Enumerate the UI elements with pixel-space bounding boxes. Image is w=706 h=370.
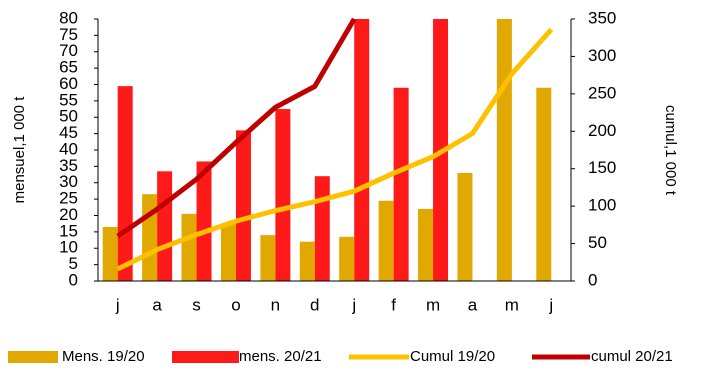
x-tick-label: j	[351, 295, 356, 314]
bar-mens-19-20-8	[418, 208, 434, 281]
y-left-tick-label: 30	[59, 172, 78, 191]
x-tick-label: a	[468, 295, 478, 314]
y-left-tick-label: 20	[59, 205, 78, 224]
bar-mens-19-20-7	[378, 200, 394, 281]
legend: Mens. 19/20 mens. 20/21 Cumul 19/20 cumul 2…	[8, 348, 673, 365]
y-left-tick-label: 55	[59, 90, 78, 109]
y-left-tick-label: 10	[59, 238, 78, 257]
y-left-tick-label: 5	[69, 254, 78, 273]
x-tick-label: j	[548, 295, 553, 314]
bars-layer	[102, 19, 552, 282]
bar-mens-20-21-1	[157, 171, 173, 281]
bar-mens-19-20-3	[220, 223, 236, 281]
bar-mens-19-20-6	[339, 236, 355, 281]
bar-mens-19-20-9	[457, 172, 473, 281]
y-left-tick-label: 0	[69, 270, 78, 289]
x-tick-label: d	[310, 295, 319, 314]
lines-layer	[116, 17, 554, 272]
y-right-axis-title: cumul,1 000 t	[662, 105, 679, 196]
x-tick-label: m	[426, 295, 440, 314]
legend-label-cumul-20-21: cumul 20/21	[591, 348, 673, 365]
y-right-tick-label: 0	[588, 270, 597, 289]
bar-mens-20-21-3	[235, 130, 251, 281]
bar-mens-19-20-10	[496, 19, 512, 281]
y-right-tick-label: 350	[588, 8, 616, 27]
line-cumul-20-21	[116, 17, 357, 239]
y-right-tick-label: 300	[588, 46, 616, 65]
x-tick-label: s	[192, 295, 201, 314]
y-right-tick-label: 150	[588, 158, 616, 177]
y-right-tick-label: 250	[588, 83, 616, 102]
bar-mens-20-21-4	[275, 109, 291, 281]
bar-mens-20-21-7	[393, 87, 409, 282]
x-tick-label: o	[231, 295, 240, 314]
ticks-layer: 0510152025303540455055606570758005010015…	[59, 8, 616, 314]
bar-mens-19-20-0	[102, 226, 118, 281]
bar-mens-19-20-1	[142, 194, 158, 281]
legend-label-cumul-19-20: Cumul 19/20	[410, 348, 495, 365]
x-tick-label: m	[505, 295, 519, 314]
y-left-tick-label: 50	[59, 107, 78, 126]
x-tick-label: f	[391, 295, 396, 314]
x-tick-label: j	[115, 295, 120, 314]
y-left-tick-label: 70	[59, 41, 78, 60]
y-left-tick-label: 80	[59, 8, 78, 27]
legend-swatch-mens-20-21	[172, 351, 239, 363]
y-left-axis-title: mensuel,1 000 t	[11, 96, 28, 204]
bar-mens-20-21-5	[314, 176, 330, 281]
y-left-tick-label: 75	[59, 25, 78, 44]
bar-mens-20-21-0	[117, 86, 133, 281]
y-right-tick-label: 50	[588, 233, 607, 252]
legend-swatch-mens-19-20	[8, 351, 58, 363]
x-tick-label: n	[271, 295, 280, 314]
bar-mens-19-20-11	[536, 87, 552, 282]
y-right-tick-label: 100	[588, 196, 616, 215]
bar-mens-19-20-4	[260, 235, 276, 281]
y-right-tick-label: 200	[588, 121, 616, 140]
line-cumul-19-20	[116, 27, 554, 272]
y-left-tick-label: 60	[59, 74, 78, 93]
y-left-tick-label: 40	[59, 139, 78, 158]
bar-mens-20-21-6	[354, 19, 370, 281]
bar-mens-19-20-2	[181, 213, 197, 281]
bar-mens-19-20-5	[299, 241, 315, 281]
bar-mens-20-21-2	[196, 161, 212, 281]
y-left-tick-label: 15	[59, 221, 78, 240]
legend-label-mens-20-21: mens. 20/21	[239, 348, 322, 365]
y-left-tick-label: 35	[59, 156, 78, 175]
x-tick-label: a	[152, 295, 162, 314]
legend-label-mens-19-20: Mens. 19/20	[62, 348, 145, 365]
y-left-tick-label: 45	[59, 123, 78, 142]
y-left-tick-label: 25	[59, 189, 78, 208]
y-left-tick-label: 65	[59, 58, 78, 77]
